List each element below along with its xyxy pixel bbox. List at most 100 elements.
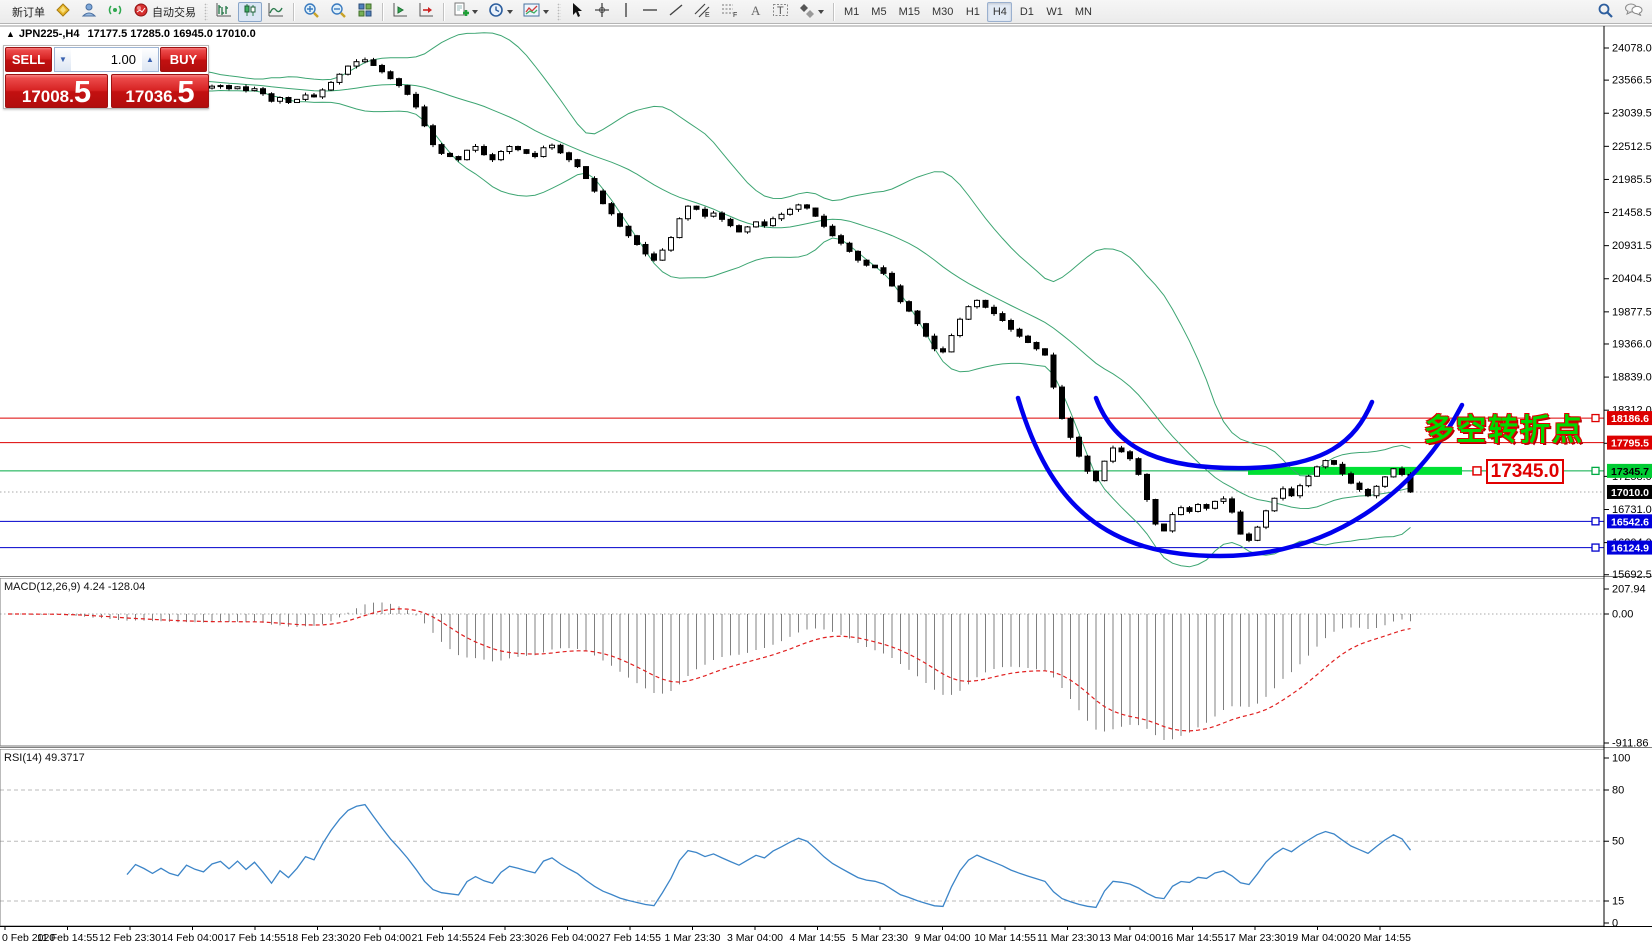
candle-body	[515, 145, 521, 151]
sell-price-display[interactable]: 17008. 5	[5, 74, 108, 108]
arrows-tool-button[interactable]	[795, 2, 828, 22]
toolbar-separator	[382, 2, 383, 21]
deposit-button[interactable]	[51, 2, 75, 22]
auto-trading-button[interactable]: 自动交易	[129, 2, 200, 22]
candle-body	[634, 235, 640, 245]
candle-body	[906, 301, 912, 312]
toolbar-separator	[833, 2, 834, 21]
price-badge-label: 16124.9	[1611, 543, 1649, 555]
text-icon: A	[748, 3, 762, 21]
indicators-button[interactable]	[449, 2, 482, 22]
zoom-in-button[interactable]	[299, 2, 324, 22]
text-label-tool-button[interactable]: T	[768, 2, 793, 22]
candle-body	[1059, 386, 1065, 419]
candle-body	[991, 306, 997, 315]
cup-pattern-arcs	[1015, 395, 1465, 559]
candle-body	[1373, 485, 1380, 497]
horizontal-line-icon	[642, 3, 658, 20]
template-chart-icon	[523, 2, 540, 21]
candle-body	[438, 144, 445, 154]
zoom-out-button[interactable]	[326, 2, 351, 22]
text-tool-button[interactable]: A	[744, 2, 766, 22]
candlestick-chart-icon	[242, 2, 258, 21]
candle-body	[1178, 507, 1184, 516]
timeframe-m1-button[interactable]: M1	[844, 5, 860, 18]
symbol-marker-icon: ▲	[6, 29, 15, 39]
sell-button-label: SELL	[11, 52, 46, 67]
horizontal-line-tool-button[interactable]	[638, 2, 662, 22]
tile-windows-button[interactable]	[353, 2, 377, 22]
symbol-ohlc-values: 17177.5 17285.0 16945.0 17010.0	[87, 28, 256, 40]
bollinger-line	[169, 87, 1411, 568]
candle-body	[379, 64, 385, 73]
timeframe-m30-button[interactable]: M30	[931, 5, 954, 18]
periods-button[interactable]	[484, 2, 517, 22]
sell-price-dot: .	[69, 87, 74, 106]
volume-decrease-button[interactable]: ▼	[55, 48, 71, 71]
spinner-down-icon: ▼	[59, 55, 67, 64]
candle-body	[472, 145, 479, 151]
symbol-name: JPN225-,H4	[18, 28, 80, 40]
signal-button[interactable]	[103, 2, 127, 22]
vertical-line-tool-button[interactable]	[616, 2, 636, 22]
candle-body	[872, 264, 878, 269]
auto-scroll-button[interactable]	[388, 2, 412, 22]
chat-button[interactable]	[1620, 2, 1647, 22]
candle-body	[1093, 470, 1099, 482]
main-toolbar: 新订单 自动交易	[0, 0, 1652, 24]
candle-body	[1331, 460, 1337, 465]
cursor-tool-button[interactable]	[565, 2, 588, 22]
timeframe-h1-button[interactable]: H1	[965, 5, 980, 18]
svg-text:F: F	[733, 12, 737, 18]
new-order-button[interactable]: 新订单	[5, 2, 49, 22]
time-tick-label: 17 Mar 23:30	[1224, 932, 1286, 944]
profile-button[interactable]	[77, 2, 101, 22]
candle-body	[821, 215, 827, 227]
timeframe-m5-button[interactable]: M5	[871, 5, 887, 18]
price-tick-label: 15692.5	[1612, 569, 1652, 581]
time-tick-label: 24 Feb 23:30	[474, 932, 536, 944]
candle-body	[413, 93, 419, 108]
templates-button[interactable]	[519, 2, 553, 22]
candle-body	[1339, 463, 1346, 475]
timeframe-d1-button[interactable]: D1	[1019, 5, 1034, 18]
highlighted-level-segment	[1248, 466, 1462, 475]
line-chart-button[interactable]	[264, 2, 288, 22]
time-tick-label: 20 Feb 04:00	[349, 932, 411, 944]
candle-body	[761, 221, 768, 227]
candle-body	[914, 310, 921, 325]
timeframe-mn-button[interactable]: MN	[1074, 5, 1092, 18]
svg-text:E: E	[705, 12, 710, 18]
candle-body	[1382, 476, 1388, 487]
buy-price-display[interactable]: 17036. 5	[111, 74, 209, 108]
trendline-tool-button[interactable]	[664, 2, 688, 22]
candlestick-chart-button[interactable]	[238, 1, 262, 22]
time-tick-label: 11 Mar 23:30	[1037, 932, 1098, 944]
auto-trading-label: 自动交易	[152, 6, 196, 19]
candle-body	[1042, 348, 1048, 356]
volume-increase-button[interactable]: ▲	[142, 48, 158, 71]
channel-tool-button[interactable]: E	[690, 2, 715, 22]
chart-shift-button[interactable]	[414, 2, 438, 22]
candle-body	[1186, 507, 1193, 512]
price-callout-label[interactable]: 17345.0	[1486, 459, 1564, 484]
macd-signal-line	[8, 608, 1411, 732]
buy-button[interactable]: BUY	[160, 47, 207, 72]
search-button[interactable]	[1593, 2, 1618, 22]
timeframe-m15-button[interactable]: M15	[898, 5, 920, 18]
sell-button[interactable]: SELL	[5, 47, 52, 72]
timeframe-h4-button[interactable]: H4	[987, 1, 1013, 22]
rsi-axis-label: 80	[1612, 785, 1624, 797]
bar-chart-button[interactable]	[212, 2, 236, 22]
crosshair-tool-button[interactable]	[590, 2, 614, 22]
timeframe-w1-button[interactable]: W1	[1046, 5, 1063, 18]
macd-histogram	[16, 602, 1411, 740]
macd-indicator-label: MACD(12,26,9) 4.24 -128.04	[4, 581, 146, 593]
price-tick-label: 21985.5	[1612, 174, 1652, 186]
rsi-axis-label: 100	[1612, 753, 1630, 765]
fibonacci-tool-button[interactable]: F	[717, 2, 742, 22]
volume-input[interactable]	[71, 48, 142, 71]
price-tick-label: 16731.0	[1612, 504, 1652, 516]
